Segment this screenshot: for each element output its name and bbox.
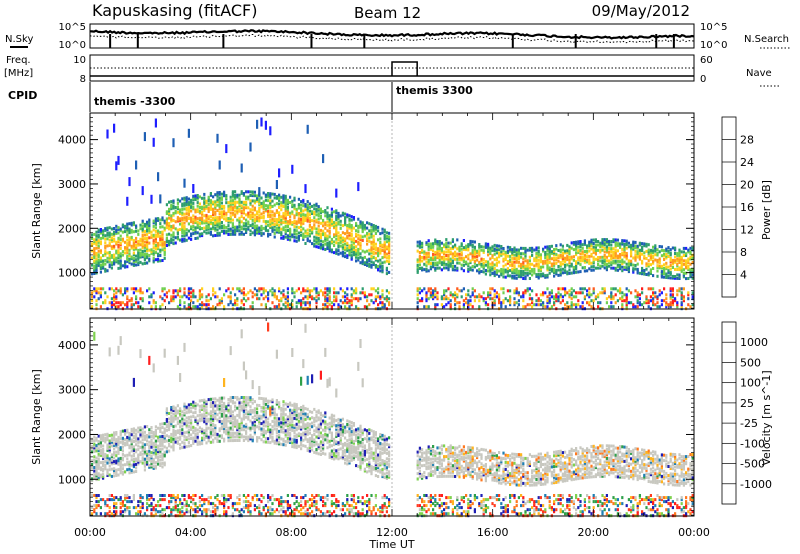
power-ylabel: Slant Range [km] bbox=[30, 163, 43, 259]
velocity-panel: 1000 2000 3000 4000 Slant Range [km] 1000 50… bbox=[30, 317, 773, 551]
colorbar-tick-label: -500 bbox=[740, 458, 765, 471]
cpid-segment-2: themis 3300 bbox=[396, 84, 473, 97]
velocity-colorbar: 1000 500 100 25 -25 -100 -500 -1000 bbox=[721, 321, 772, 505]
colorbar-tick-label: -25 bbox=[740, 417, 758, 430]
xtick-label: 20:00 bbox=[577, 526, 609, 539]
colorbar-tick-label: 24 bbox=[740, 156, 754, 169]
ytick-label: 4000 bbox=[58, 339, 86, 352]
nsky-panel: N.Sky 10^5 10^0 10^5 10^0 N.Search bbox=[5, 22, 790, 51]
freq-label-line1: Freq. bbox=[6, 55, 31, 66]
cpid-panel: CPID themis -3300 themis 3300 bbox=[8, 82, 473, 112]
colorbar-tick-label: 100 bbox=[740, 377, 761, 390]
velocity-heatmap bbox=[91, 318, 694, 518]
colorbar-tick-label: -1000 bbox=[740, 478, 772, 491]
xtick-label: 08:00 bbox=[275, 526, 307, 539]
ytick-label: 4000 bbox=[58, 134, 86, 147]
colorbar-tick-label: 25 bbox=[740, 397, 754, 410]
colorbar-tick-label: 1000 bbox=[740, 336, 768, 349]
right-log-bottom-tick: 10^0 bbox=[700, 40, 727, 51]
cpid-label: CPID bbox=[8, 89, 37, 102]
nave-tick-top: 60 bbox=[700, 55, 713, 66]
beam-title: Beam 12 bbox=[354, 4, 421, 22]
colorbar-tick-label: 8 bbox=[740, 246, 747, 259]
x-axis-label: Time UT bbox=[368, 538, 414, 551]
xtick-label: 12:00 bbox=[376, 526, 408, 539]
colorbar-tick-label: 4 bbox=[740, 269, 747, 282]
xtick-label: 00:00 bbox=[678, 526, 710, 539]
xtick-label: 04:00 bbox=[175, 526, 207, 539]
xtick-label: 00:00 bbox=[74, 526, 106, 539]
nave-tick-bottom: 0 bbox=[700, 74, 706, 85]
freq-label-line2: [MHz] bbox=[4, 68, 33, 79]
power-heatmap bbox=[91, 113, 694, 311]
left-log-top-tick: 10^5 bbox=[59, 22, 86, 33]
date-title: 09/May/2012 bbox=[592, 2, 690, 20]
colorbar-tick-label: 20 bbox=[740, 179, 754, 192]
nave-label: Nave bbox=[746, 68, 772, 79]
power-colorbar: 4 8 12 16 20 24 28 bbox=[721, 116, 754, 298]
ytick-label: 1000 bbox=[58, 267, 86, 280]
xtick-label: 16:00 bbox=[477, 526, 509, 539]
freq-tick-top: 10 bbox=[73, 55, 86, 66]
station-title: Kapuskasing (fitACF) bbox=[92, 1, 257, 20]
ytick-label: 2000 bbox=[58, 428, 86, 441]
ytick-label: 3000 bbox=[58, 384, 86, 397]
power-colorbar-label: Power [dB] bbox=[760, 180, 773, 240]
cpid-segment-1: themis -3300 bbox=[94, 95, 176, 108]
right-log-top-tick: 10^5 bbox=[700, 22, 727, 33]
colorbar-tick-label: 28 bbox=[740, 134, 754, 147]
velocity-ylabel: Slant Range [km] bbox=[30, 369, 43, 465]
ytick-label: 2000 bbox=[58, 222, 86, 235]
power-panel: 1000 2000 3000 4000 Slant Range [km] 4 8 12 16… bbox=[30, 112, 773, 311]
colorbar-tick-label: 12 bbox=[740, 224, 754, 237]
nsky-label: N.Sky bbox=[5, 34, 33, 45]
freq-panel: Freq. [MHz] 10 8 60 0 Nave bbox=[4, 54, 780, 87]
velocity-colorbar-label: Velocity [m s^-1] bbox=[760, 370, 773, 465]
colorbar-tick-label: 16 bbox=[740, 201, 754, 214]
colorbar-tick-label: 500 bbox=[740, 356, 761, 369]
ytick-label: 3000 bbox=[58, 178, 86, 191]
ytick-label: 1000 bbox=[58, 473, 86, 486]
left-log-bottom-tick: 10^0 bbox=[59, 40, 86, 51]
freq-tick-bottom: 8 bbox=[80, 74, 86, 85]
nsearch-label: N.Search bbox=[744, 34, 789, 45]
colorbar-tick-label: -100 bbox=[740, 437, 765, 450]
